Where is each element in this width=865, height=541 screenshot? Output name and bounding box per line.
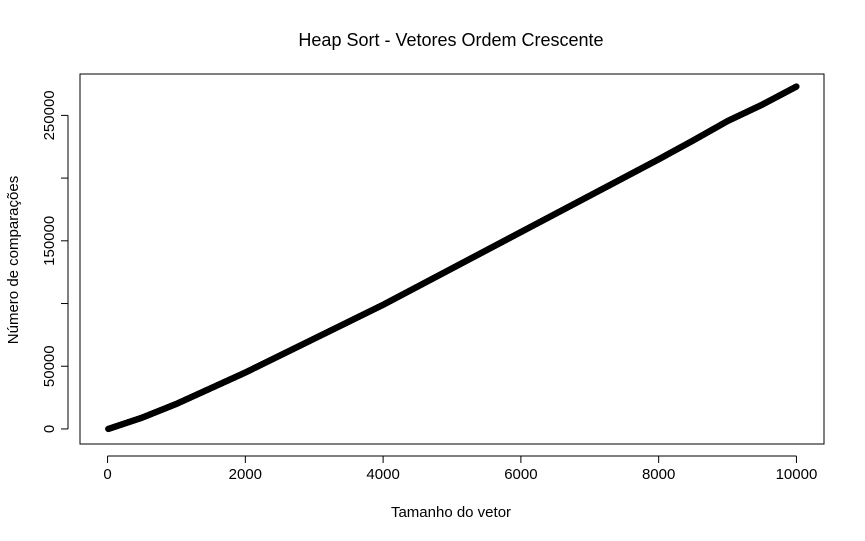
x-axis: 0 2000 4000 6000 8000 10000 (103, 455, 818, 483)
chart-title: Heap Sort - Vetores Ordem Crescente (298, 30, 603, 50)
x-tick-label: 8000 (642, 466, 675, 483)
x-axis-label: Tamanho do vetor (391, 504, 511, 521)
y-tick-label: 150000 (41, 216, 58, 266)
y-axis: 0 50000 150000 250000 (41, 90, 69, 433)
x-tick-label: 2000 (229, 466, 262, 483)
x-tick-label: 6000 (504, 466, 537, 483)
data-points (105, 83, 800, 433)
plot-frame (79, 73, 825, 445)
y-axis-label: Número de comparações (5, 176, 22, 344)
x-tick-label: 0 (103, 466, 111, 483)
x-tick-label: 4000 (366, 466, 399, 483)
y-tick-label: 250000 (41, 90, 58, 140)
x-tick-label: 10000 (776, 466, 818, 483)
y-tick-label: 0 (41, 425, 58, 433)
y-tick-label: 50000 (41, 345, 58, 387)
data-point (793, 83, 800, 90)
